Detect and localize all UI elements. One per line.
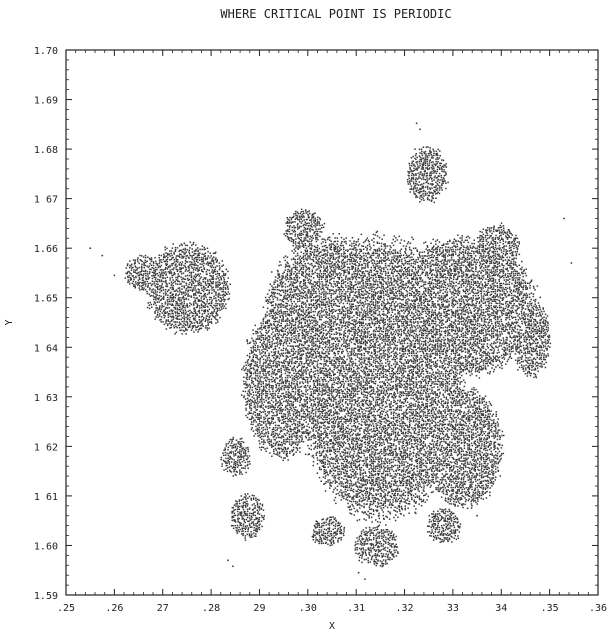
y-tick-label: 1.60: [34, 541, 58, 552]
x-tick-label: .32: [396, 603, 414, 614]
x-tick-label: 29: [253, 603, 265, 614]
x-tick-label: 34: [495, 603, 507, 614]
x-tick-label: .25: [57, 603, 75, 614]
x-tick-label: .31: [347, 603, 365, 614]
x-axis-label: X: [329, 621, 335, 632]
stray-point-5: [570, 262, 573, 264]
y-tick-label: 1.68: [34, 145, 58, 156]
x-tick-label: .30: [299, 603, 317, 614]
fractal-points: [89, 122, 573, 580]
y-tick-label: 1.70: [34, 46, 58, 57]
y-tick-label: 1.65: [34, 294, 58, 305]
x-tick-label: .26: [105, 603, 123, 614]
y-tick-label: 1 67: [34, 195, 58, 206]
stray-point-9: [364, 578, 366, 580]
stray-point-7: [232, 565, 234, 568]
stray-point-10: [476, 514, 478, 517]
y-tick-label: 1 62: [34, 442, 58, 453]
y-tick-label: 1 61: [34, 492, 58, 503]
stray-point-8: [357, 571, 360, 574]
stray-point-11: [113, 274, 116, 277]
y-tick-label: 1 63: [34, 393, 58, 404]
plot-frame: [65, 49, 599, 596]
y-tick-label: 1 64: [34, 343, 58, 354]
y-tick-label: 1.66: [34, 244, 58, 255]
y-axis: 1.59 1.60 1 61 1 62 1 63 1 64 1.65 1.66 1 67 1.68…: [34, 46, 598, 602]
y-axis-label: Y: [4, 319, 15, 325]
chart-title: WHERE CRITICAL POINT IS PERIODIC: [220, 7, 451, 21]
x-tick-label: .36: [589, 603, 607, 614]
x-tick-label: .35: [541, 603, 559, 614]
y-tick-label: 1.69: [34, 96, 58, 107]
stray-point-2: [415, 122, 418, 125]
fractal-fill: [124, 146, 552, 568]
stray-point-3: [419, 128, 421, 131]
stray-point-1: [101, 254, 104, 257]
x-tick-label: 33: [447, 603, 459, 614]
stray-point-6: [227, 559, 229, 562]
stray-point-0: [89, 247, 92, 250]
x-axis: .25 .26 27 .28 29 .30 .31 .32 33 34 .35 .36: [57, 50, 607, 614]
y-tick-label: 1.59: [34, 591, 58, 602]
x-tick-label: .28: [202, 603, 220, 614]
stray-point-4: [563, 217, 565, 220]
x-tick-label: 27: [157, 603, 169, 614]
